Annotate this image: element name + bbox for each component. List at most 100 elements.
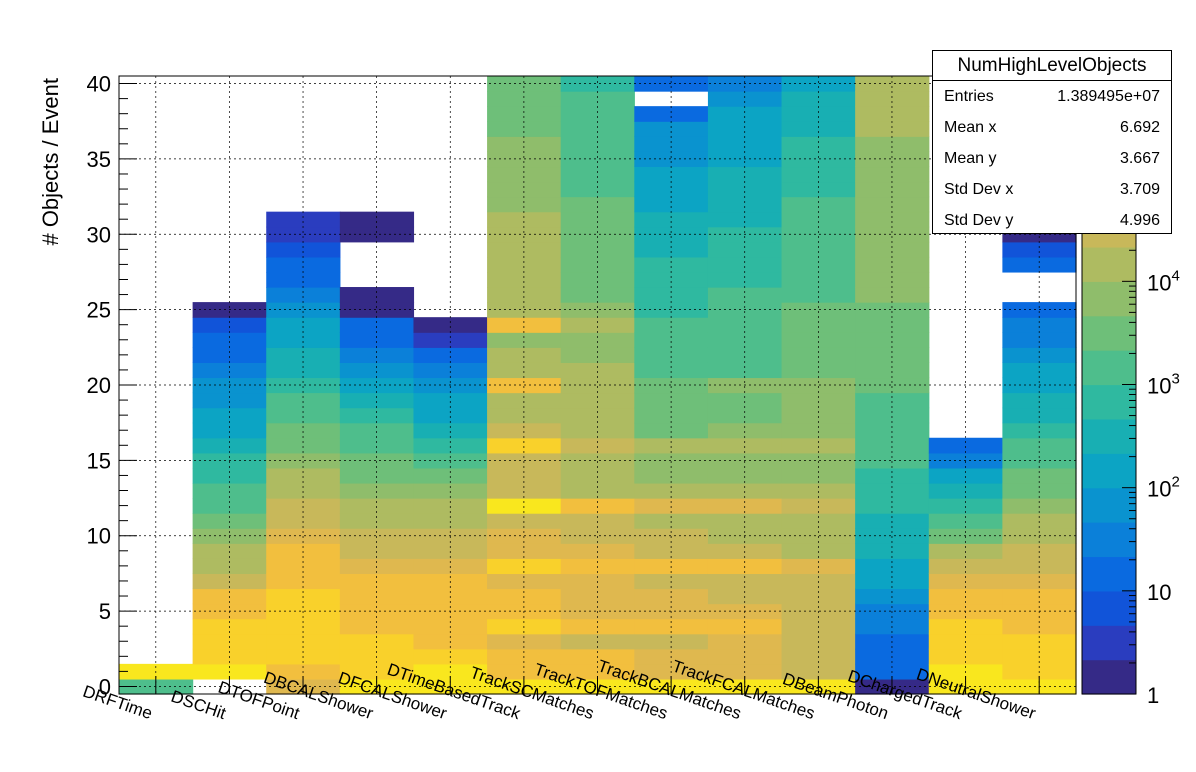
heatmap-cell (707, 422, 783, 439)
heatmap-cell (707, 181, 783, 198)
heatmap-cell (855, 287, 930, 303)
palette-segment (1082, 246, 1136, 282)
stats-row-std-dev-y: Std Dev y 4.996 (933, 205, 1171, 236)
heatmap-cell (781, 241, 856, 258)
heatmap-cell (266, 362, 341, 379)
heatmap-cell (634, 467, 709, 484)
heatmap-cell (266, 377, 341, 394)
heatmap-cell (487, 287, 562, 303)
heatmap-cell (560, 437, 635, 454)
y-tick-label: 40 (87, 72, 111, 97)
heatmap-cell (634, 377, 709, 394)
heatmap-cell (634, 513, 709, 529)
heatmap-cell (266, 287, 341, 303)
heatmap-cell (855, 106, 930, 122)
y-tick-label: 20 (87, 373, 111, 398)
heatmap-cell (487, 422, 562, 439)
heatmap-cell (707, 347, 783, 363)
heatmap-cell (855, 271, 930, 288)
heatmap-cell (560, 271, 635, 288)
heatmap-cell (560, 407, 635, 424)
heatmap-cell (707, 287, 783, 303)
heatmap-cell (487, 166, 562, 183)
heatmap-cell (707, 196, 783, 213)
heatmap-cell (339, 392, 415, 409)
stats-value: 3.709 (1119, 181, 1160, 198)
heatmap-cell (560, 211, 635, 228)
heatmap-cell (560, 302, 635, 318)
heatmap-cell (928, 437, 1003, 454)
heatmap-cell (855, 121, 930, 137)
heatmap-cell (781, 256, 856, 273)
heatmap-cell (560, 452, 635, 469)
heatmap-cell (855, 91, 930, 107)
heatmap-cell (855, 181, 930, 198)
heatmap-cell (413, 422, 488, 439)
stats-label: Mean y (944, 150, 997, 167)
heatmap-cell (339, 498, 415, 514)
heatmap-cell (339, 317, 415, 333)
heatmap-cell (1002, 347, 1077, 363)
heatmap-cell (707, 256, 783, 273)
stats-row-mean-x: Mean x 6.692 (933, 112, 1171, 143)
heatmap-cell (413, 498, 488, 514)
palette-segment (1082, 659, 1136, 695)
heatmap-cell (855, 347, 930, 363)
heatmap-cell (707, 437, 783, 454)
heatmap-cell (707, 407, 783, 424)
heatmap-cell (781, 422, 856, 439)
heatmap-cell (560, 362, 635, 379)
heatmap-cell (1002, 332, 1077, 348)
heatmap-cell (413, 332, 488, 348)
heatmap-cell (487, 91, 562, 107)
heatmap-cell (855, 241, 930, 258)
heatmap-cell (634, 226, 709, 243)
grid-lines (119, 76, 1076, 694)
heatmap-cell (855, 437, 930, 454)
heatmap-cell (560, 151, 635, 168)
heatmap-cell (266, 317, 341, 333)
heatmap-cell (192, 407, 267, 424)
heatmap-cell (855, 467, 930, 484)
heatmap-cell (707, 513, 783, 529)
heatmap-cell (781, 347, 856, 363)
heatmap-cell (560, 392, 635, 409)
heatmap-cell (560, 256, 635, 273)
heatmap-cell (634, 347, 709, 363)
heatmap-cell (781, 287, 856, 303)
heatmap-cell (487, 467, 562, 484)
heatmap-cell (634, 422, 709, 439)
palette-segment (1082, 522, 1136, 558)
heatmap-cell (339, 422, 415, 439)
heatmap-cell (192, 467, 267, 484)
heatmap-cell (266, 271, 341, 288)
heatmap-cell (634, 76, 709, 92)
heatmap-cell (707, 91, 783, 107)
heatmap-cell (855, 166, 930, 183)
palette-segment (1082, 453, 1136, 489)
heatmap-cell (266, 452, 341, 469)
heatmap-cell (413, 347, 488, 363)
heatmap-cell (707, 498, 783, 514)
heatmap-cell (707, 106, 783, 122)
heatmap-cell (560, 347, 635, 363)
heatmap-cell (855, 362, 930, 379)
heatmap-cell (855, 317, 930, 333)
y-tick-label: 5 (99, 599, 111, 624)
heatmap-cell (266, 498, 341, 514)
z-tick-label: 102 (1147, 474, 1180, 502)
heatmap-cell (634, 437, 709, 454)
heatmap-cell (339, 452, 415, 469)
heatmap-cell (1002, 362, 1077, 379)
stats-label: Entries (944, 88, 994, 105)
heatmap-cell (855, 407, 930, 424)
palette-segment (1082, 418, 1136, 454)
stats-row-entries: Entries 1.389495e+07 (933, 81, 1171, 112)
heatmap-cell (781, 392, 856, 409)
heatmap-cell (781, 181, 856, 198)
heatmap-cell (1002, 317, 1077, 333)
z-tick-label: 103 (1147, 371, 1180, 399)
heatmap-cell (781, 211, 856, 228)
heatmap-cell (192, 362, 267, 379)
